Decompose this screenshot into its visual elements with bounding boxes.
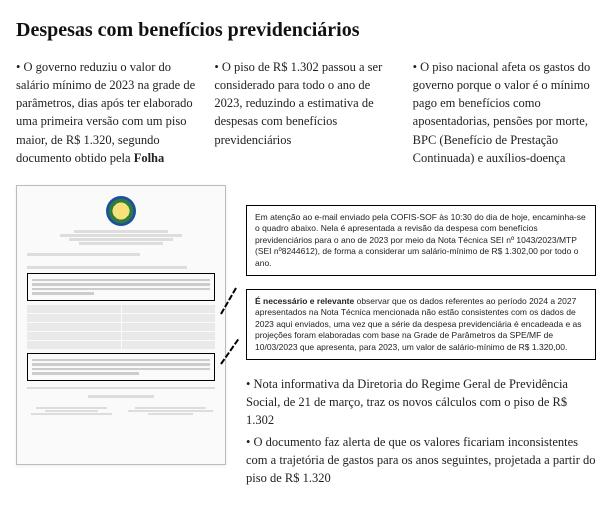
callout-box-1: Em atenção ao e-mail enviado pela COFIS-… xyxy=(246,205,596,276)
column-3: • O piso nacional afeta os gastos do gov… xyxy=(413,58,593,167)
column-1: • O governo reduziu o valor do salário m… xyxy=(16,58,196,167)
column-1-text: • O governo reduziu o valor do salário m… xyxy=(16,60,195,165)
doc-paragraph xyxy=(27,387,215,390)
doc-subject-line xyxy=(27,266,187,269)
intro-columns: • O governo reduziu o valor do salário m… xyxy=(16,58,593,167)
brazil-seal-icon xyxy=(106,196,136,226)
doc-date-line xyxy=(88,395,154,398)
bottom-note-1: • Nota informativa da Diretoria do Regim… xyxy=(246,375,596,429)
doc-highlight-box-1 xyxy=(27,273,215,301)
figure-area: Em atenção ao e-mail enviado pela COFIS-… xyxy=(16,185,593,515)
doc-ref-line xyxy=(27,253,140,256)
column-1-bold: Folha xyxy=(134,151,165,165)
callout-box-2: É necessário e relevante observar que os… xyxy=(246,289,596,360)
bottom-note-2: • O documento faz alerta de que os valor… xyxy=(246,433,596,487)
column-2: • O piso de R$ 1.302 passou a ser consid… xyxy=(214,58,394,167)
doc-table xyxy=(27,305,215,349)
doc-header-text xyxy=(27,230,215,245)
document-thumbnail xyxy=(16,185,226,465)
doc-signature-block xyxy=(27,406,215,416)
bottom-notes: • Nota informativa da Diretoria do Regim… xyxy=(246,375,596,488)
doc-highlight-box-2 xyxy=(27,353,215,381)
callout-2-bold: É necessário e relevante xyxy=(255,296,357,306)
page-title: Despesas com benefícios previdenciários xyxy=(16,16,593,44)
